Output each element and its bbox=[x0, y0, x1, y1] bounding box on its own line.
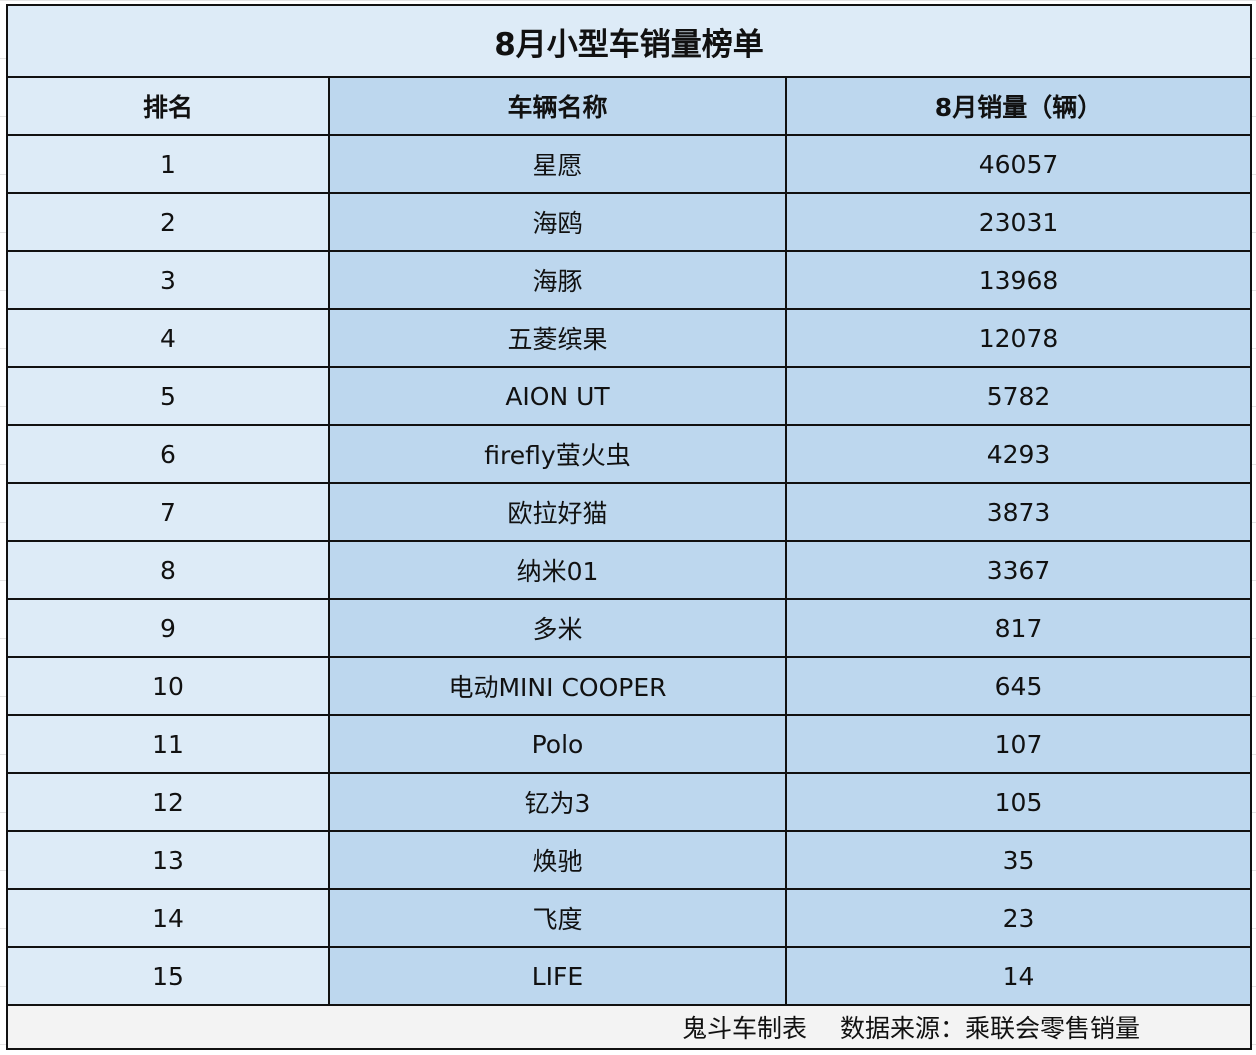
cell-vehicle-name: 海豚 bbox=[328, 250, 787, 310]
cell-sales: 4293 bbox=[785, 424, 1252, 484]
table-title: 8月小型车销量榜单 bbox=[6, 4, 1252, 78]
cell-sales: 23 bbox=[785, 888, 1252, 948]
table-footer-source: 鬼斗车制表 数据来源：乘联会零售销量 bbox=[6, 1004, 1252, 1050]
cell-sales: 46057 bbox=[785, 134, 1252, 194]
header-vehicle-name: 车辆名称 bbox=[328, 76, 787, 136]
cell-vehicle-name: 欧拉好猫 bbox=[328, 482, 787, 542]
cell-sales: 817 bbox=[785, 598, 1252, 658]
cell-rank: 6 bbox=[6, 424, 330, 484]
cell-rank: 5 bbox=[6, 366, 330, 426]
cell-vehicle-name: 纳米01 bbox=[328, 540, 787, 600]
cell-sales: 5782 bbox=[785, 366, 1252, 426]
table-row: 13 焕驰 35 bbox=[6, 830, 1252, 890]
cell-vehicle-name: 焕驰 bbox=[328, 830, 787, 890]
cell-vehicle-name: 钇为3 bbox=[328, 772, 787, 832]
table-row: 14 飞度 23 bbox=[6, 888, 1252, 948]
cell-rank: 11 bbox=[6, 714, 330, 774]
cell-rank: 15 bbox=[6, 946, 330, 1006]
table-row: 3 海豚 13968 bbox=[6, 250, 1252, 310]
cell-vehicle-name: 海鸥 bbox=[328, 192, 787, 252]
header-august-sales: 8月销量（辆） bbox=[785, 76, 1252, 136]
cell-rank: 10 bbox=[6, 656, 330, 716]
header-rank: 排名 bbox=[6, 76, 330, 136]
cell-vehicle-name: firefly萤火虫 bbox=[328, 424, 787, 484]
table-row: 6 firefly萤火虫 4293 bbox=[6, 424, 1252, 484]
cell-rank: 4 bbox=[6, 308, 330, 368]
cell-sales: 13968 bbox=[785, 250, 1252, 310]
cell-rank: 7 bbox=[6, 482, 330, 542]
cell-sales: 35 bbox=[785, 830, 1252, 890]
cell-sales: 23031 bbox=[785, 192, 1252, 252]
cell-rank: 9 bbox=[6, 598, 330, 658]
cell-vehicle-name: 飞度 bbox=[328, 888, 787, 948]
table-row: 2 海鸥 23031 bbox=[6, 192, 1252, 252]
table-row: 15 LIFE 14 bbox=[6, 946, 1252, 1006]
cell-sales: 107 bbox=[785, 714, 1252, 774]
cell-rank: 2 bbox=[6, 192, 330, 252]
sales-ranking-table: 8月小型车销量榜单 排名 车辆名称 8月销量（辆） 1 星愿 46057 2 海鸥 230… bbox=[6, 4, 1252, 1050]
table-row: 11 Polo 107 bbox=[6, 714, 1252, 774]
cell-rank: 3 bbox=[6, 250, 330, 310]
cell-rank: 8 bbox=[6, 540, 330, 600]
cell-vehicle-name: 多米 bbox=[328, 598, 787, 658]
cell-sales: 12078 bbox=[785, 308, 1252, 368]
cell-sales: 14 bbox=[785, 946, 1252, 1006]
table-row: 12 钇为3 105 bbox=[6, 772, 1252, 832]
table-row: 10 电动MINI COOPER 645 bbox=[6, 656, 1252, 716]
cell-vehicle-name: Polo bbox=[328, 714, 787, 774]
cell-vehicle-name: 电动MINI COOPER bbox=[328, 656, 787, 716]
cell-sales: 3873 bbox=[785, 482, 1252, 542]
cell-sales: 3367 bbox=[785, 540, 1252, 600]
cell-vehicle-name: LIFE bbox=[328, 946, 787, 1006]
cell-rank: 1 bbox=[6, 134, 330, 194]
cell-vehicle-name: 五菱缤果 bbox=[328, 308, 787, 368]
cell-rank: 13 bbox=[6, 830, 330, 890]
table-row: 7 欧拉好猫 3873 bbox=[6, 482, 1252, 542]
cell-sales: 645 bbox=[785, 656, 1252, 716]
table-row: 4 五菱缤果 12078 bbox=[6, 308, 1252, 368]
table-row: 8 纳米01 3367 bbox=[6, 540, 1252, 600]
table-row: 5 AION UT 5782 bbox=[6, 366, 1252, 426]
cell-vehicle-name: AION UT bbox=[328, 366, 787, 426]
cell-rank: 14 bbox=[6, 888, 330, 948]
table-row: 1 星愿 46057 bbox=[6, 134, 1252, 194]
cell-sales: 105 bbox=[785, 772, 1252, 832]
cell-vehicle-name: 星愿 bbox=[328, 134, 787, 194]
cell-rank: 12 bbox=[6, 772, 330, 832]
table-row: 9 多米 817 bbox=[6, 598, 1252, 658]
